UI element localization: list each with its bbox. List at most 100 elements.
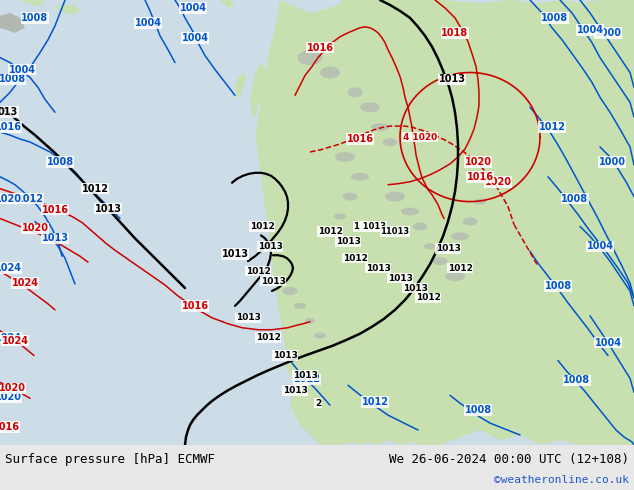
Text: 1008: 1008 [562, 194, 588, 204]
Polygon shape [285, 0, 460, 445]
Text: 1008: 1008 [46, 157, 74, 167]
Text: ©weatheronline.co.uk: ©weatheronline.co.uk [494, 475, 629, 485]
Polygon shape [55, 4, 80, 15]
Text: 1008: 1008 [465, 405, 491, 415]
Text: 1013: 1013 [273, 351, 297, 360]
Text: 1004: 1004 [134, 18, 162, 28]
Text: 1004: 1004 [586, 241, 614, 251]
Ellipse shape [297, 50, 323, 65]
Text: 1008: 1008 [541, 13, 569, 23]
Polygon shape [0, 13, 25, 33]
Text: 1013: 1013 [261, 276, 285, 286]
Text: 1 1013: 1 1013 [354, 222, 386, 231]
Ellipse shape [432, 257, 448, 265]
Text: 1008: 1008 [545, 281, 572, 291]
Text: 1013: 1013 [94, 203, 122, 214]
Text: 1004: 1004 [179, 3, 207, 13]
Ellipse shape [305, 318, 315, 323]
Text: 1013: 1013 [335, 237, 361, 246]
Text: 1020: 1020 [465, 157, 491, 167]
Text: 1012: 1012 [245, 267, 271, 275]
Ellipse shape [424, 244, 436, 249]
Text: 1013: 1013 [436, 244, 460, 253]
Text: 1024: 1024 [0, 333, 22, 343]
Ellipse shape [445, 271, 465, 281]
Ellipse shape [451, 232, 469, 240]
Ellipse shape [413, 222, 427, 230]
Text: 1012: 1012 [82, 184, 108, 194]
Text: 1018: 1018 [441, 28, 469, 38]
Text: 1016: 1016 [41, 204, 68, 215]
Text: 1012: 1012 [415, 294, 441, 302]
Text: 1013: 1013 [403, 284, 427, 293]
Text: 1020: 1020 [22, 223, 48, 233]
Text: 1013: 1013 [283, 386, 307, 395]
Text: 1016: 1016 [306, 43, 333, 52]
Text: 1020: 1020 [484, 177, 512, 187]
Text: 1024: 1024 [1, 336, 29, 345]
Text: 4 1020: 4 1020 [403, 133, 437, 142]
Ellipse shape [462, 218, 477, 225]
Text: 1016: 1016 [467, 172, 493, 182]
Ellipse shape [351, 173, 369, 181]
Text: 1016: 1016 [0, 122, 22, 132]
Text: 1000: 1000 [598, 157, 626, 167]
Text: 1008: 1008 [22, 13, 49, 23]
Text: 1012: 1012 [361, 397, 389, 407]
Ellipse shape [334, 214, 346, 220]
Text: 1013: 1013 [41, 233, 68, 244]
Ellipse shape [320, 67, 340, 78]
Ellipse shape [382, 138, 398, 146]
Text: 1020: 1020 [0, 392, 22, 402]
Text: 11013: 11013 [380, 227, 410, 236]
Text: 1004: 1004 [595, 338, 621, 347]
Polygon shape [235, 73, 246, 98]
Ellipse shape [347, 87, 363, 98]
Ellipse shape [371, 123, 389, 131]
Text: 1013: 1013 [257, 242, 282, 251]
Text: 2: 2 [315, 399, 321, 408]
Polygon shape [20, 0, 45, 6]
Text: 1024: 1024 [11, 278, 39, 288]
Text: 1020: 1020 [0, 383, 25, 393]
Ellipse shape [401, 208, 419, 216]
Text: 1004: 1004 [181, 33, 209, 43]
Text: We 26-06-2024 00:00 UTC (12+108): We 26-06-2024 00:00 UTC (12+108) [389, 453, 629, 466]
Text: 1004: 1004 [576, 25, 604, 35]
Ellipse shape [360, 102, 380, 112]
Text: 1013: 1013 [236, 313, 261, 322]
Text: 1020: 1020 [0, 194, 22, 204]
Text: 1016: 1016 [0, 422, 20, 432]
Ellipse shape [335, 152, 355, 162]
Text: 1012: 1012 [16, 194, 44, 204]
Ellipse shape [294, 303, 306, 309]
Ellipse shape [385, 192, 405, 201]
Text: 1013: 1013 [221, 249, 249, 259]
Text: 1008: 1008 [0, 74, 25, 84]
Ellipse shape [314, 333, 326, 339]
Text: 1013: 1013 [292, 371, 318, 380]
Text: 1012: 1012 [538, 122, 566, 132]
Text: 1012: 1012 [250, 222, 275, 231]
Text: 1008: 1008 [564, 375, 590, 385]
Text: 1016: 1016 [181, 301, 209, 311]
Text: 1000: 1000 [595, 28, 621, 38]
Text: 1012: 1012 [448, 264, 472, 272]
Text: 1016: 1016 [347, 134, 373, 144]
Text: 1013: 1013 [366, 264, 391, 272]
Polygon shape [250, 63, 268, 117]
Text: 1024: 1024 [0, 263, 22, 273]
Text: 1012: 1012 [294, 374, 321, 384]
Text: 013: 013 [0, 107, 18, 117]
Text: 1004: 1004 [8, 65, 36, 74]
Polygon shape [255, 0, 634, 445]
Text: 1013: 1013 [439, 74, 465, 84]
Polygon shape [220, 0, 235, 8]
Text: 1012: 1012 [318, 227, 342, 236]
Text: 1013: 1013 [387, 273, 413, 283]
Text: 1012: 1012 [342, 254, 368, 263]
Ellipse shape [342, 193, 358, 200]
Text: 1012: 1012 [256, 333, 280, 342]
Text: Surface pressure [hPa] ECMWF: Surface pressure [hPa] ECMWF [5, 453, 215, 466]
Ellipse shape [474, 198, 486, 205]
